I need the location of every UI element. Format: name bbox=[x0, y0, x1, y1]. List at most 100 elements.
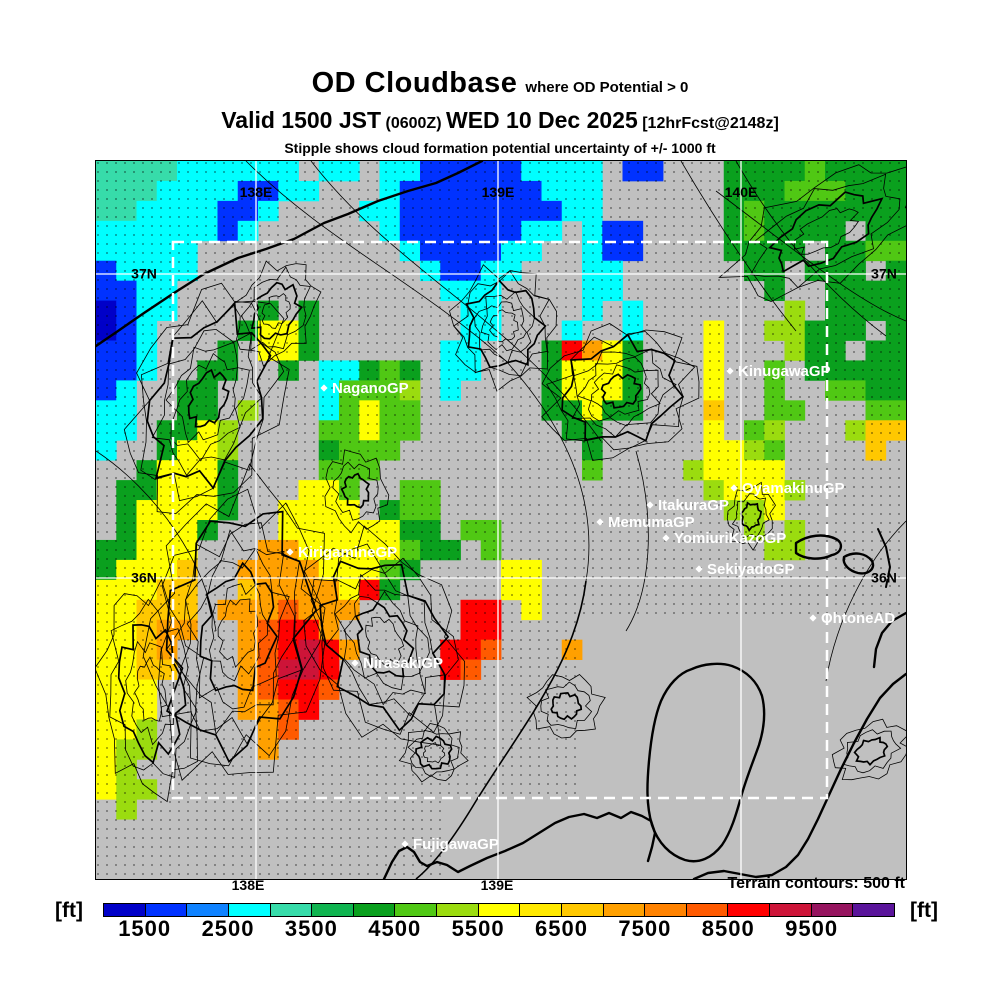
colorbar-segment bbox=[352, 903, 396, 917]
contour-line bbox=[245, 161, 590, 582]
contour-ring bbox=[718, 164, 906, 303]
site-marker-icon bbox=[662, 534, 670, 542]
site-label: NirasakiGP bbox=[363, 655, 443, 672]
colorbar-segment bbox=[436, 903, 479, 917]
site-label: OyamakinuGP bbox=[742, 480, 845, 497]
contour-ring bbox=[488, 309, 519, 343]
contour-ring bbox=[125, 640, 175, 746]
colorbar-tick-label: 7500 bbox=[618, 916, 672, 941]
contour-ring bbox=[165, 341, 250, 462]
contour-ring bbox=[334, 573, 430, 706]
contour-ring bbox=[123, 282, 290, 515]
colorbar-segment bbox=[394, 903, 437, 917]
colorbar bbox=[103, 903, 895, 917]
contour-ring bbox=[340, 472, 371, 509]
colorbar-unit-right: [ft] bbox=[910, 899, 938, 922]
tone-river-mouth bbox=[877, 528, 891, 588]
sagami-suruga-coastline bbox=[382, 810, 657, 879]
colorbar-segment bbox=[852, 903, 895, 917]
site-marker-icon bbox=[646, 501, 654, 509]
contour-ring bbox=[208, 583, 269, 682]
contour-ring bbox=[453, 270, 550, 377]
site-label: OhtoneAD bbox=[821, 610, 895, 627]
bottom-lon-label-139e: 139E bbox=[480, 877, 514, 893]
contour-ring bbox=[343, 590, 421, 691]
colorbar-segment bbox=[769, 903, 812, 917]
uncertainty-stipple bbox=[96, 161, 906, 879]
stipple-note: Stipple shows cloud formation potential … bbox=[284, 140, 716, 156]
site-label: ItakuraGP bbox=[658, 497, 729, 514]
lake-kitaura bbox=[842, 552, 875, 575]
contour-ring bbox=[175, 352, 238, 444]
chart-title-qualifier: where OD Potential > 0 bbox=[525, 79, 689, 96]
colorbar-segment bbox=[519, 903, 562, 917]
contour-ring bbox=[465, 279, 547, 369]
site-label: SekiyadoGP bbox=[707, 561, 795, 578]
contour-line bbox=[625, 450, 649, 632]
chart-title: OD Cloudbase bbox=[311, 67, 518, 99]
site-marker-icon bbox=[286, 548, 294, 556]
site-marker-icon bbox=[726, 367, 734, 375]
contour-ring bbox=[142, 463, 326, 781]
contour-ring bbox=[571, 348, 677, 438]
contour-line bbox=[825, 520, 906, 682]
site-label: KirigamineGP bbox=[298, 544, 397, 561]
site-marker-icon bbox=[351, 659, 359, 667]
inner-domain-boundary bbox=[171, 240, 829, 800]
contour-ring bbox=[398, 723, 469, 783]
colorbar-segment bbox=[103, 903, 146, 917]
contour-ring bbox=[187, 368, 230, 428]
site-marker-icon bbox=[730, 484, 738, 492]
contour-ring bbox=[600, 373, 642, 409]
chart-header: OD Cloudbase where OD Potential > 0 Valid… bbox=[0, 66, 1000, 157]
site-markers: NaganoGP KinugawaGP OyamakinuGP ItakuraGPMe… bbox=[286, 363, 895, 853]
site-marker-icon bbox=[320, 384, 328, 392]
graticule bbox=[96, 161, 906, 879]
contour-ring bbox=[151, 328, 263, 476]
contour-ring bbox=[332, 461, 379, 521]
contour-ring bbox=[422, 742, 446, 764]
contour-ring bbox=[146, 301, 272, 490]
site-label: NaganoGP bbox=[332, 380, 409, 397]
lon-label-top: 138E bbox=[240, 184, 273, 200]
contour-ring bbox=[96, 578, 205, 803]
colorbar-tick-label: 2500 bbox=[201, 916, 255, 941]
site-label: MemumaGP bbox=[608, 514, 695, 531]
lon-label-top: 140E bbox=[725, 184, 758, 200]
tokyo-bay-outline bbox=[646, 662, 766, 863]
contour-ring bbox=[541, 323, 700, 461]
contour-ring bbox=[540, 681, 593, 730]
site-label: FujigawaGP bbox=[413, 836, 499, 853]
lat-label-right: 37N bbox=[871, 266, 897, 282]
site-label: KinugawaGP bbox=[738, 363, 831, 380]
contour-ring bbox=[179, 529, 295, 736]
contour-ring bbox=[853, 736, 889, 766]
contour-ring bbox=[324, 449, 390, 534]
contour-ring bbox=[550, 692, 583, 721]
bottom-lon-label-138e: 138E bbox=[231, 877, 265, 893]
contour-ring bbox=[354, 601, 415, 678]
contour-ring bbox=[232, 260, 322, 367]
colorbar-unit-left: [ft] bbox=[55, 899, 83, 922]
coastline bbox=[96, 161, 906, 879]
valid-time-line: Valid 1500 JST (0600Z) WED 10 Dec 2025 [… bbox=[0, 105, 1000, 139]
contour-line bbox=[96, 450, 217, 632]
colorbar-segment bbox=[477, 903, 521, 917]
map-canvas: NaganoGP KinugawaGP OyamakinuGP ItakuraGPMe… bbox=[96, 161, 906, 879]
colorbar-segment bbox=[810, 903, 854, 917]
valid-time-utc: (0600Z) bbox=[385, 115, 442, 132]
colorbar-tick-label: 9500 bbox=[785, 916, 839, 941]
boso-pacific-coastline bbox=[692, 672, 906, 879]
contour-line bbox=[310, 161, 602, 442]
colorbar-segment bbox=[727, 903, 770, 917]
site-marker-icon bbox=[695, 565, 703, 573]
contour-ring bbox=[731, 493, 770, 540]
contour-ring bbox=[415, 735, 453, 770]
contour-ring bbox=[186, 547, 290, 710]
lat-label-left: 36N bbox=[131, 570, 157, 586]
lon-label-top: 139E bbox=[482, 184, 515, 200]
colorbar-tick-label: 6500 bbox=[535, 916, 588, 941]
contour-ring bbox=[303, 525, 466, 746]
lat-label-right: 36N bbox=[871, 570, 897, 586]
contour-ring bbox=[842, 729, 902, 774]
